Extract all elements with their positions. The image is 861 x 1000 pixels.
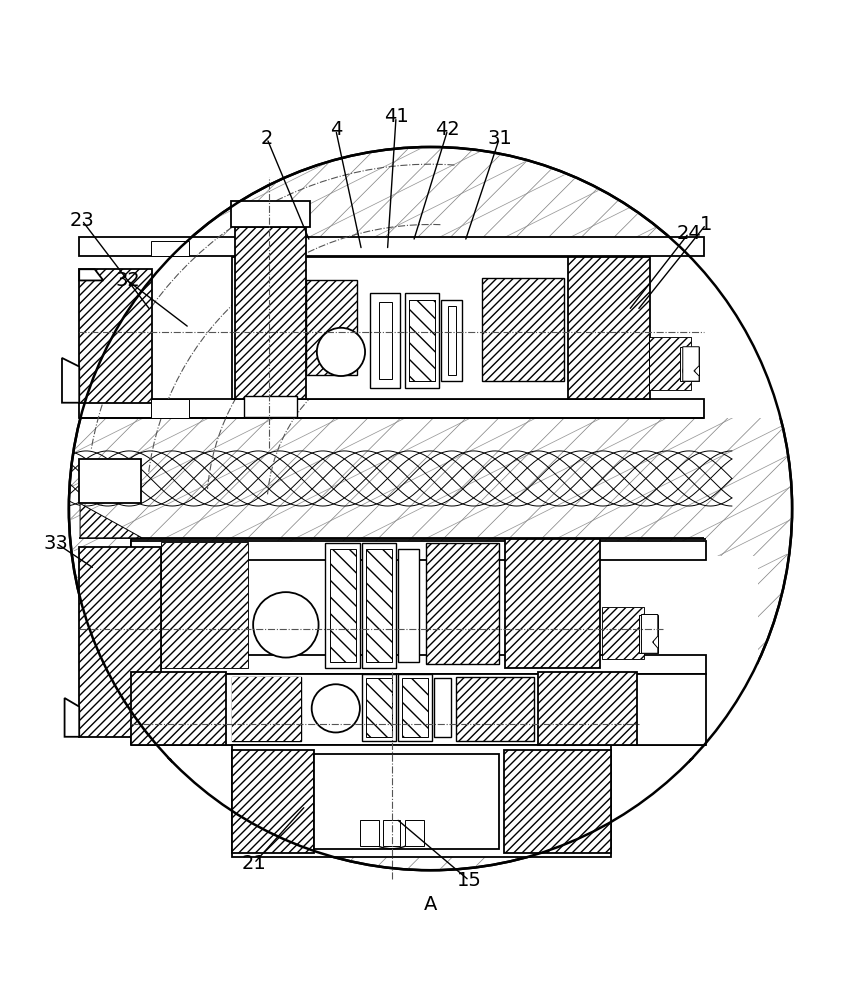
Bar [370,293,400,388]
Text: 42: 42 [436,120,460,139]
Bar [398,549,419,662]
Bar [77,237,784,418]
Bar [162,674,706,745]
Bar [244,396,297,417]
Text: 21: 21 [242,854,266,873]
Text: A: A [424,895,437,914]
Bar [405,820,424,846]
Bar [538,672,637,745]
Polygon shape [65,698,79,737]
Bar [79,399,704,418]
Bar [79,459,141,503]
Bar [362,674,396,741]
Bar [366,678,392,737]
Circle shape [683,365,695,377]
Bar [639,615,658,653]
Bar [232,745,611,857]
Bar [398,674,432,741]
Circle shape [312,684,360,732]
Bar [650,338,691,390]
Bar [79,547,161,737]
Bar [426,543,499,664]
Text: 41: 41 [384,107,408,126]
Bar [103,556,758,758]
Text: 33: 33 [44,534,68,553]
Bar [402,678,428,737]
Bar [366,549,392,662]
Circle shape [317,328,365,376]
Polygon shape [641,615,658,653]
Bar [232,677,301,741]
Bar [162,543,248,668]
Text: 24: 24 [677,224,701,243]
Bar [409,300,435,381]
Bar [79,269,152,403]
Bar [405,293,439,388]
Bar [232,257,590,399]
Bar [650,338,691,390]
Bar [151,241,189,256]
Bar [409,300,435,381]
Circle shape [641,636,653,648]
Bar [162,543,248,668]
Bar [131,541,706,560]
Bar [151,399,189,418]
Text: 2: 2 [261,129,273,148]
Polygon shape [79,269,103,280]
Bar [232,750,314,853]
Bar [306,280,357,375]
Bar [231,201,310,227]
Polygon shape [62,358,79,403]
Text: 32: 32 [115,271,139,290]
Bar [603,608,644,659]
Bar [680,347,699,381]
Bar [441,300,462,381]
Bar [482,278,564,381]
Bar [172,758,689,853]
Bar [505,539,600,668]
Text: 1: 1 [700,215,712,234]
Polygon shape [80,503,142,538]
Bar [325,543,360,668]
Bar [568,257,650,399]
Polygon shape [683,347,699,381]
Text: 15: 15 [457,871,481,890]
Bar [360,820,379,846]
Bar [603,608,644,659]
Bar [504,750,611,853]
Bar [131,655,706,674]
Bar [314,754,499,849]
Text: 31: 31 [487,129,511,148]
Circle shape [69,147,792,870]
Bar [79,237,704,256]
Bar [383,820,400,846]
Text: 23: 23 [70,211,94,230]
Bar [131,672,226,745]
Bar [379,302,392,379]
Bar [330,549,356,662]
Bar [235,227,306,399]
Circle shape [253,592,319,658]
Text: 4: 4 [330,120,342,139]
Bar [362,543,396,668]
Bar [232,677,301,741]
Bar [456,677,534,741]
Bar [434,678,451,737]
Bar [448,306,456,375]
